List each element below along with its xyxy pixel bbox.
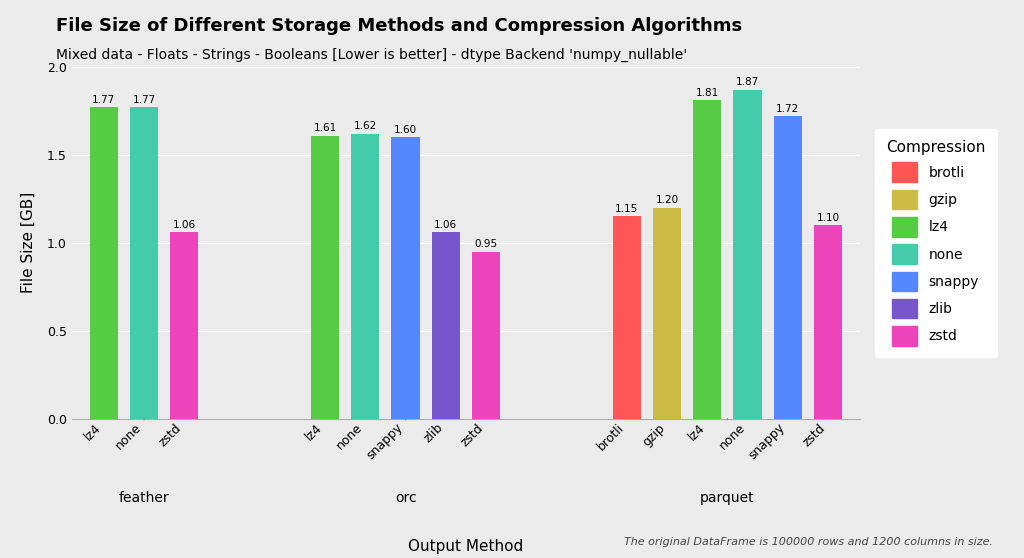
Bar bbox=[733, 90, 762, 418]
Bar bbox=[311, 136, 339, 418]
Bar bbox=[90, 107, 118, 418]
Legend: brotli, gzip, lz4, none, snappy, zlib, zstd: brotli, gzip, lz4, none, snappy, zlib, z… bbox=[874, 128, 996, 357]
Bar bbox=[814, 225, 842, 418]
Text: 1.10: 1.10 bbox=[816, 213, 840, 223]
Text: 1.60: 1.60 bbox=[394, 124, 417, 134]
Text: 1.61: 1.61 bbox=[313, 123, 337, 133]
Y-axis label: File Size [GB]: File Size [GB] bbox=[20, 192, 36, 294]
Text: 1.81: 1.81 bbox=[695, 88, 719, 98]
Text: orc: orc bbox=[395, 490, 417, 505]
Bar bbox=[612, 217, 641, 418]
Text: Mixed data - Floats - Strings - Booleans [Lower is better] - dtype Backend 'nump: Mixed data - Floats - Strings - Booleans… bbox=[56, 47, 687, 61]
Text: The original DataFrame is 100000 rows and 1200 columns in size.: The original DataFrame is 100000 rows an… bbox=[625, 537, 993, 547]
Bar bbox=[693, 100, 721, 419]
Text: 1.77: 1.77 bbox=[132, 95, 156, 105]
Text: feather: feather bbox=[119, 490, 169, 505]
Text: 1.62: 1.62 bbox=[353, 121, 377, 131]
Bar bbox=[653, 208, 681, 418]
Bar bbox=[472, 252, 500, 418]
Text: 1.72: 1.72 bbox=[776, 104, 800, 113]
Text: 0.95: 0.95 bbox=[474, 239, 498, 249]
Bar bbox=[351, 134, 380, 418]
X-axis label: Output Method: Output Method bbox=[409, 539, 523, 554]
Bar bbox=[130, 107, 158, 418]
Text: 1.15: 1.15 bbox=[615, 204, 638, 214]
Text: 1.06: 1.06 bbox=[173, 219, 196, 229]
Bar bbox=[432, 232, 460, 418]
Text: File Size of Different Storage Methods and Compression Algorithms: File Size of Different Storage Methods a… bbox=[56, 17, 742, 35]
Text: 1.87: 1.87 bbox=[736, 77, 759, 87]
Bar bbox=[391, 137, 420, 418]
Text: 1.77: 1.77 bbox=[92, 95, 116, 105]
Bar bbox=[170, 232, 199, 418]
Text: 1.20: 1.20 bbox=[655, 195, 679, 205]
Text: parquet: parquet bbox=[700, 490, 755, 505]
Bar bbox=[774, 116, 802, 418]
Text: 1.06: 1.06 bbox=[434, 219, 458, 229]
